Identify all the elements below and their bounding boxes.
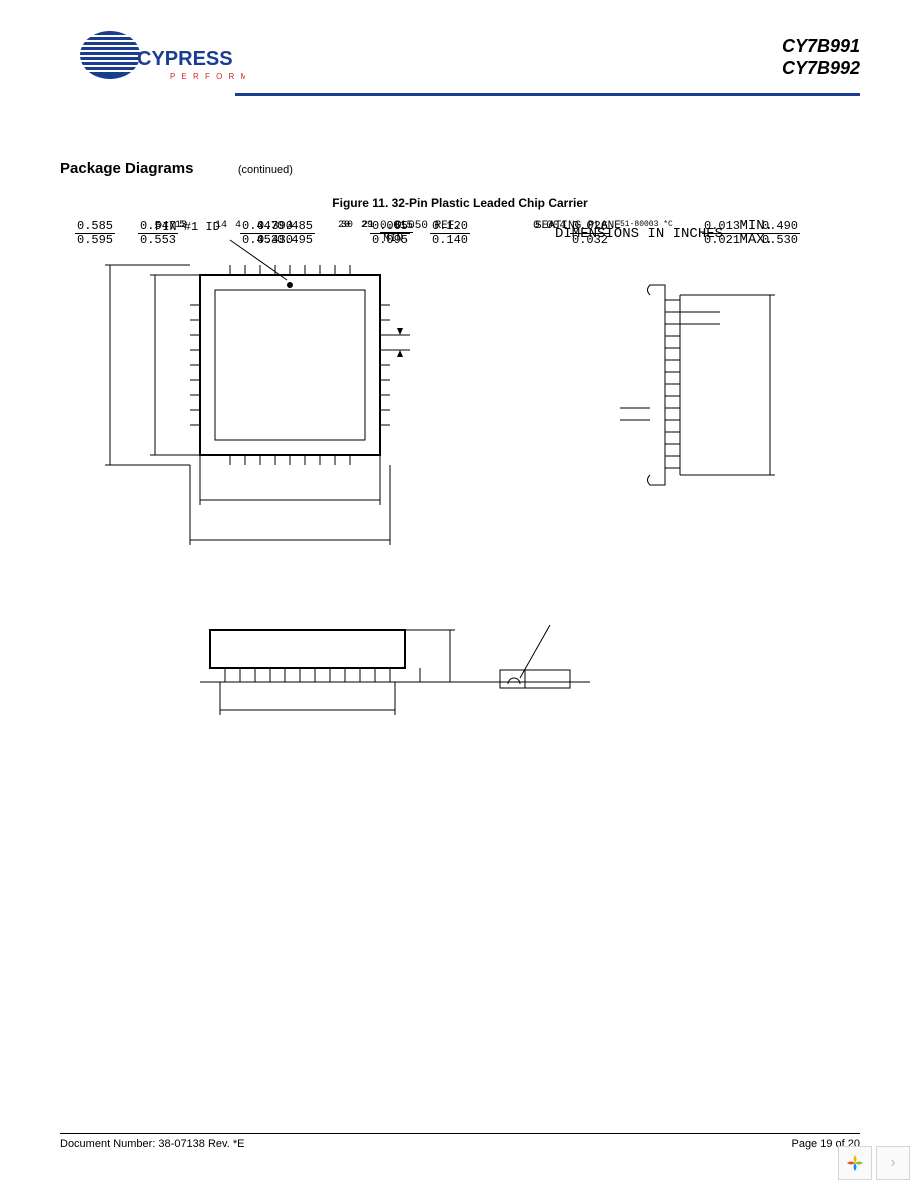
pin-num: 20 xyxy=(338,220,350,231)
dim-lead-pitch: 0.013 0.021 xyxy=(702,220,742,247)
section-title: Package Diagrams xyxy=(60,160,193,177)
page-header: CYPRESS P E R F O R M CY7B991 CY7B992 xyxy=(60,25,860,105)
drawing-code: 51-80003 *C xyxy=(620,220,673,229)
dim-depth: 0.490 0.530 xyxy=(760,220,800,247)
part-number-1: CY7B991 xyxy=(782,35,860,57)
header-rule xyxy=(235,93,860,96)
part-number-2: CY7B992 xyxy=(782,57,860,79)
dim-outer-h: 0.585 0.595 xyxy=(75,220,115,247)
dim-prof-base: 0.390 0.430 xyxy=(255,220,295,247)
logo-text: CYPRESS xyxy=(137,48,233,70)
logo-tagline: P E R F O R M xyxy=(170,72,245,81)
part-numbers: CY7B991 CY7B992 xyxy=(782,35,860,79)
chevron-right-icon: › xyxy=(890,1154,895,1172)
figure-title: Figure 11. 32-Pin Plastic Leaded Chip Ca… xyxy=(60,196,860,210)
corner-widget: › xyxy=(838,1146,910,1180)
dim-prof-h: 0.120 0.140 xyxy=(430,220,470,247)
widget-logo-icon[interactable] xyxy=(838,1146,872,1180)
seating-plane: SEATING PLANE xyxy=(535,220,621,232)
standoff: 0.015 MIN. xyxy=(380,220,413,245)
cypress-logo: CYPRESS P E R F O R M xyxy=(75,25,245,100)
pin-num: 14 xyxy=(215,220,227,231)
widget-next-button[interactable]: › xyxy=(876,1146,910,1180)
package-diagram: PIN #1 ID 4 1 30 5 29 13 21 14 20 0.585 … xyxy=(60,220,860,780)
dim-inner-h: 0.547 0.553 xyxy=(138,220,178,247)
continued-label: (continued) xyxy=(238,164,293,176)
section-heading: Package Diagrams (continued) Figure 11. … xyxy=(60,160,860,210)
page-footer: Document Number: 38-07138 Rev. *E Page 1… xyxy=(60,1133,860,1150)
doc-number: Document Number: 38-07138 Rev. *E xyxy=(60,1138,244,1150)
